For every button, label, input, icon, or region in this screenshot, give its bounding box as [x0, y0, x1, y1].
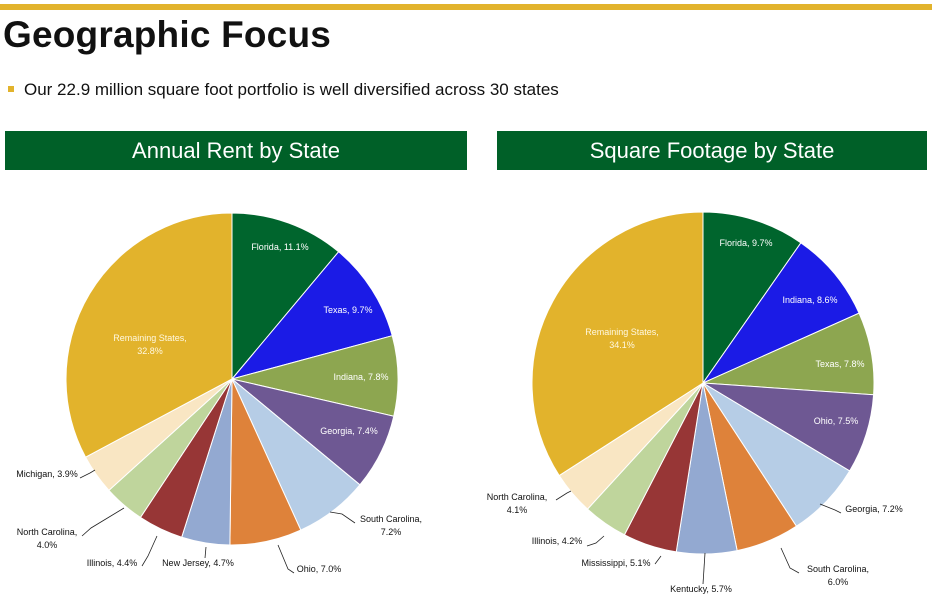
data-label-georgia: Georgia, 7.4% [320, 426, 378, 436]
chart-title-square-footage: Square Footage by State [497, 131, 927, 170]
data-label-ohio: Ohio, 7.0% [297, 564, 342, 574]
leader-line-ohio [277, 544, 295, 574]
data-label-illinois: Illinois, 4.2% [532, 536, 583, 546]
data-label-remaining-states: Remaining States, 32.8% [113, 333, 187, 356]
data-label-indiana: Indiana, 8.6% [782, 295, 837, 305]
pie-slice-indiana [701, 242, 860, 385]
leader-line-south-carolina [780, 547, 800, 574]
leader-line-new-jersey [204, 546, 207, 559]
data-label-south-carolina: South Carolina, 7.2% [360, 514, 422, 537]
data-label-new-jersey: New Jersey, 4.7% [162, 558, 234, 568]
leader-line-north-carolina [555, 490, 572, 501]
pie-slice-florida [702, 211, 802, 385]
data-label-texas: Texas, 9.7% [323, 305, 372, 315]
data-label-texas: Texas, 7.8% [815, 359, 864, 369]
page-title: Geographic Focus [3, 14, 332, 55]
leader-line-mississippi [654, 555, 662, 565]
leader-line-illinois [141, 535, 158, 567]
bullet-point: Our 22.9 million square foot portfolio i… [8, 80, 559, 100]
data-label-georgia: Georgia, 7.2% [845, 504, 903, 514]
data-label-florida: Florida, 9.7% [719, 238, 772, 248]
leader-line-michigan [79, 469, 96, 479]
data-label-florida: Florida, 11.1% [251, 242, 308, 252]
leader-line-south-carolina [329, 511, 356, 524]
data-label-north-carolina: North Carolina, 4.0% [17, 527, 78, 550]
leader-line-north-carolina [81, 507, 125, 537]
leader-line-illinois [586, 535, 605, 547]
leader-line-kentucky [702, 552, 706, 585]
pie-slice-texas [230, 251, 393, 380]
data-label-kentucky: Kentucky, 5.7% [670, 584, 732, 594]
data-label-illinois: Illinois, 4.4% [87, 558, 138, 568]
data-label-mississippi: Mississippi, 5.1% [581, 558, 650, 568]
data-label-ohio: Ohio, 7.5% [814, 416, 859, 426]
data-label-michigan: Michigan, 3.9% [16, 469, 78, 479]
top-accent-rule [0, 4, 932, 10]
data-label-indiana: Indiana, 7.8% [333, 372, 388, 382]
pie-slice-florida [231, 212, 340, 381]
data-label-remaining-states: Remaining States, 34.1% [585, 327, 659, 350]
square-footage-pie-chart: Florida, 9.7% Indiana, 8.6% Texas, 7.8% Ohi… [487, 211, 903, 594]
leader-line-georgia [819, 503, 842, 514]
annual-rent-pie-chart: Florida, 11.1% Texas, 9.7% Indiana, 7.8% Ge… [16, 212, 422, 574]
pie-slice-remaining-states [531, 211, 704, 477]
bullet-square-icon [8, 86, 14, 92]
data-label-north-carolina: North Carolina, 4.1% [487, 492, 548, 515]
pie-slice-remaining-states [65, 212, 233, 458]
bullet-text: Our 22.9 million square foot portfolio i… [24, 80, 559, 99]
chart-title-annual-rent: Annual Rent by State [5, 131, 467, 170]
data-label-south-carolina: South Carolina, 6.0% [807, 564, 869, 587]
